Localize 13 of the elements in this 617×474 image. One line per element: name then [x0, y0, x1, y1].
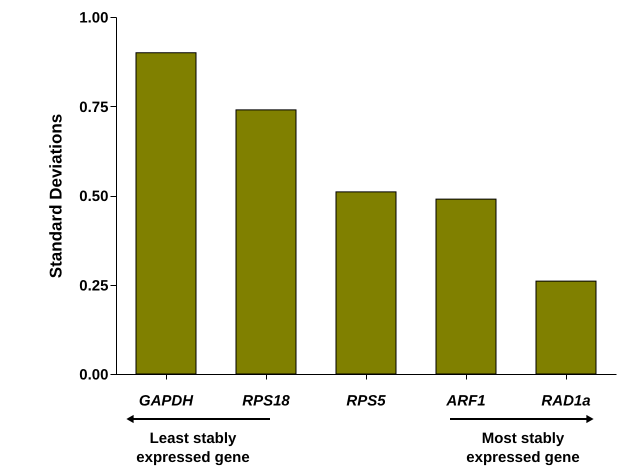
x-tick-label: GAPDH — [138, 392, 194, 410]
y-tick-label: 0.00 — [79, 366, 108, 384]
y-tick-label: 0.25 — [79, 277, 108, 294]
x-tick-label: RPS18 — [242, 392, 290, 410]
text: Most stably expressed gene — [466, 430, 580, 466]
y-tick-label: 0.75 — [79, 98, 108, 116]
x-tick-label: RPS5 — [346, 392, 386, 410]
x-tick-label: RAD1a — [541, 392, 591, 410]
y-axis-title: Standard Deviations — [46, 114, 66, 278]
y-tick-label: 0.50 — [79, 188, 108, 205]
y-tick-label: 1.00 — [79, 10, 108, 26]
x-tick-label: ARF1 — [445, 392, 486, 410]
text: Least stably expressed gene — [136, 430, 250, 466]
